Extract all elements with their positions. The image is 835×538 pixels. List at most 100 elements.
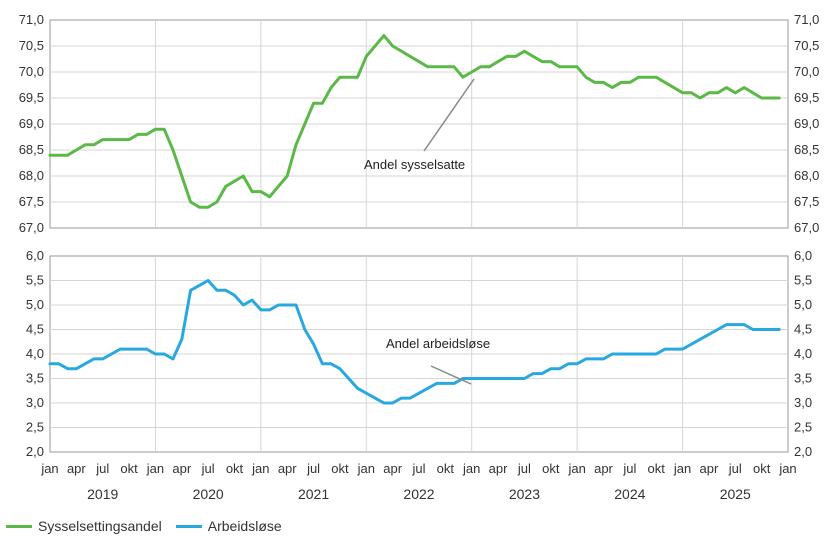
data-point-top [92,143,96,146]
x-tick-label: jan [778,461,796,476]
x-tick-label: jul [517,461,531,476]
data-point-top [549,60,552,63]
data-point-top [540,60,544,63]
data-point-bottom [206,279,210,282]
y-tick-label-left: 5,5 [26,273,44,288]
data-point-bottom [470,377,473,380]
data-point-top [514,55,517,58]
y-tick-label-right: 2,0 [794,444,812,459]
data-point-bottom [655,352,658,356]
data-point-top [189,200,192,204]
data-point-top [206,206,210,209]
x-tick-label: apr [172,461,191,476]
data-point-bottom [233,294,236,297]
x-tick-label: okt [542,461,560,476]
y-tick-label-left: 3,0 [26,395,44,410]
y-tick-label-right: 2,5 [794,420,812,435]
data-point-top [233,180,236,183]
x-tick-label: jan [567,461,585,476]
data-point-top [83,143,87,146]
x-tick-label: jan [673,461,691,476]
x-tick-label: apr [700,461,719,476]
data-point-top [329,86,333,89]
y-tick-label-right: 3,0 [794,395,812,410]
data-point-top [619,81,623,84]
annotation-leader-unemployment [430,365,472,385]
x-tick-label: jul [306,461,320,476]
data-point-bottom [329,362,333,365]
y-tick-label-right: 68,5 [794,142,819,157]
data-point-bottom [716,328,719,331]
data-point-bottom [356,387,359,390]
x-tick-label: jan [251,461,269,476]
data-point-top [452,65,456,69]
annotation-unemployment: Andel arbeidsløse [386,336,490,351]
x-year-label: 2020 [193,486,224,502]
data-point-top [409,55,412,58]
data-point-bottom [514,377,517,380]
data-point-top [751,91,755,95]
data-point-bottom [259,308,263,312]
annotation-employment: Andel sysselsatte [364,157,465,172]
data-point-bottom [452,382,456,385]
data-point-top [382,34,386,37]
data-point-top [725,86,728,89]
data-point-bottom [690,343,693,346]
data-point-top [690,91,693,95]
data-point-top [66,154,69,157]
y-tick-label-left: 2,0 [26,444,44,459]
data-point-bottom [479,377,482,380]
x-tick-label: okt [120,461,138,476]
data-point-bottom [778,328,781,331]
data-point-top [426,65,429,69]
y-tick-label-left: 4,0 [26,346,44,361]
data-point-bottom [119,347,122,351]
data-point-top [602,81,605,84]
x-tick-label: apr [67,461,86,476]
data-point-bottom [382,401,386,405]
data-point-bottom [672,347,675,351]
data-point-top [417,60,421,63]
data-point-bottom [101,357,104,361]
x-tick-label: okt [648,461,666,476]
data-point-top [461,76,465,79]
data-point-top [716,91,719,95]
data-point-top [611,86,614,89]
y-tick-label-right: 69,0 [794,116,819,131]
y-tick-label-left: 69,0 [19,116,44,131]
data-point-top [145,133,148,136]
y-tick-label-left: 70,5 [19,38,44,53]
data-point-bottom [540,372,544,375]
data-point-top [356,76,359,79]
data-point-bottom [277,303,280,307]
data-point-bottom [303,328,306,331]
data-point-bottom [338,367,342,370]
x-year-label: 2025 [720,486,751,502]
data-point-bottom [698,338,702,341]
data-point-top [769,96,772,100]
data-point-bottom [769,328,772,331]
data-point-top [198,206,201,209]
data-point-bottom [224,289,227,292]
legend-label-employment: Sysselsettingsandel [38,518,162,534]
y-tick-label-right: 4,0 [794,346,812,361]
data-point-bottom [575,362,579,365]
data-point-bottom [286,303,289,307]
y-tick-label-left: 71,0 [19,12,44,27]
data-point-bottom [347,377,350,380]
x-tick-label: apr [489,461,508,476]
x-tick-label: jan [462,461,480,476]
data-point-top [136,133,140,136]
x-year-label: 2024 [614,486,645,502]
data-point-top [707,91,711,95]
y-tick-label-right: 5,5 [794,273,812,288]
y-tick-label-right: 3,5 [794,371,812,386]
data-point-top [48,154,52,157]
data-point-bottom [145,347,148,351]
data-point-bottom [523,377,526,380]
data-point-top [778,96,781,100]
x-tick-label: jul [95,461,109,476]
data-point-top [347,76,350,79]
data-point-bottom [707,333,711,336]
data-point-bottom [66,367,69,370]
